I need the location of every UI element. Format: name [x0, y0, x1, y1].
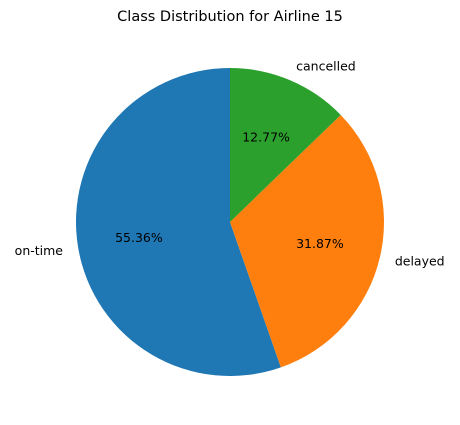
pie-slice-cancelled: [230, 68, 341, 222]
pie-percent-label-delayed: 31.87%: [296, 236, 344, 251]
pie-slice-delayed: [230, 114, 385, 368]
pie-labels: 55.36% on-time 31.87% delayed 12.77% cancelle…: [15, 59, 445, 269]
pie-percent-label-cancelled: 12.77%: [242, 129, 290, 144]
chart-title: Class Distribution for Airline 15: [117, 9, 343, 25]
pie-percent-label-on-time: 55.36%: [115, 230, 163, 245]
pie-category-label-cancelled: cancelled: [296, 59, 356, 74]
pie-category-label-delayed: delayed: [395, 254, 445, 269]
pie-slices: [76, 68, 385, 376]
pie-slice-on-time: [76, 68, 281, 376]
pie-category-label-on-time: on-time: [15, 243, 64, 258]
